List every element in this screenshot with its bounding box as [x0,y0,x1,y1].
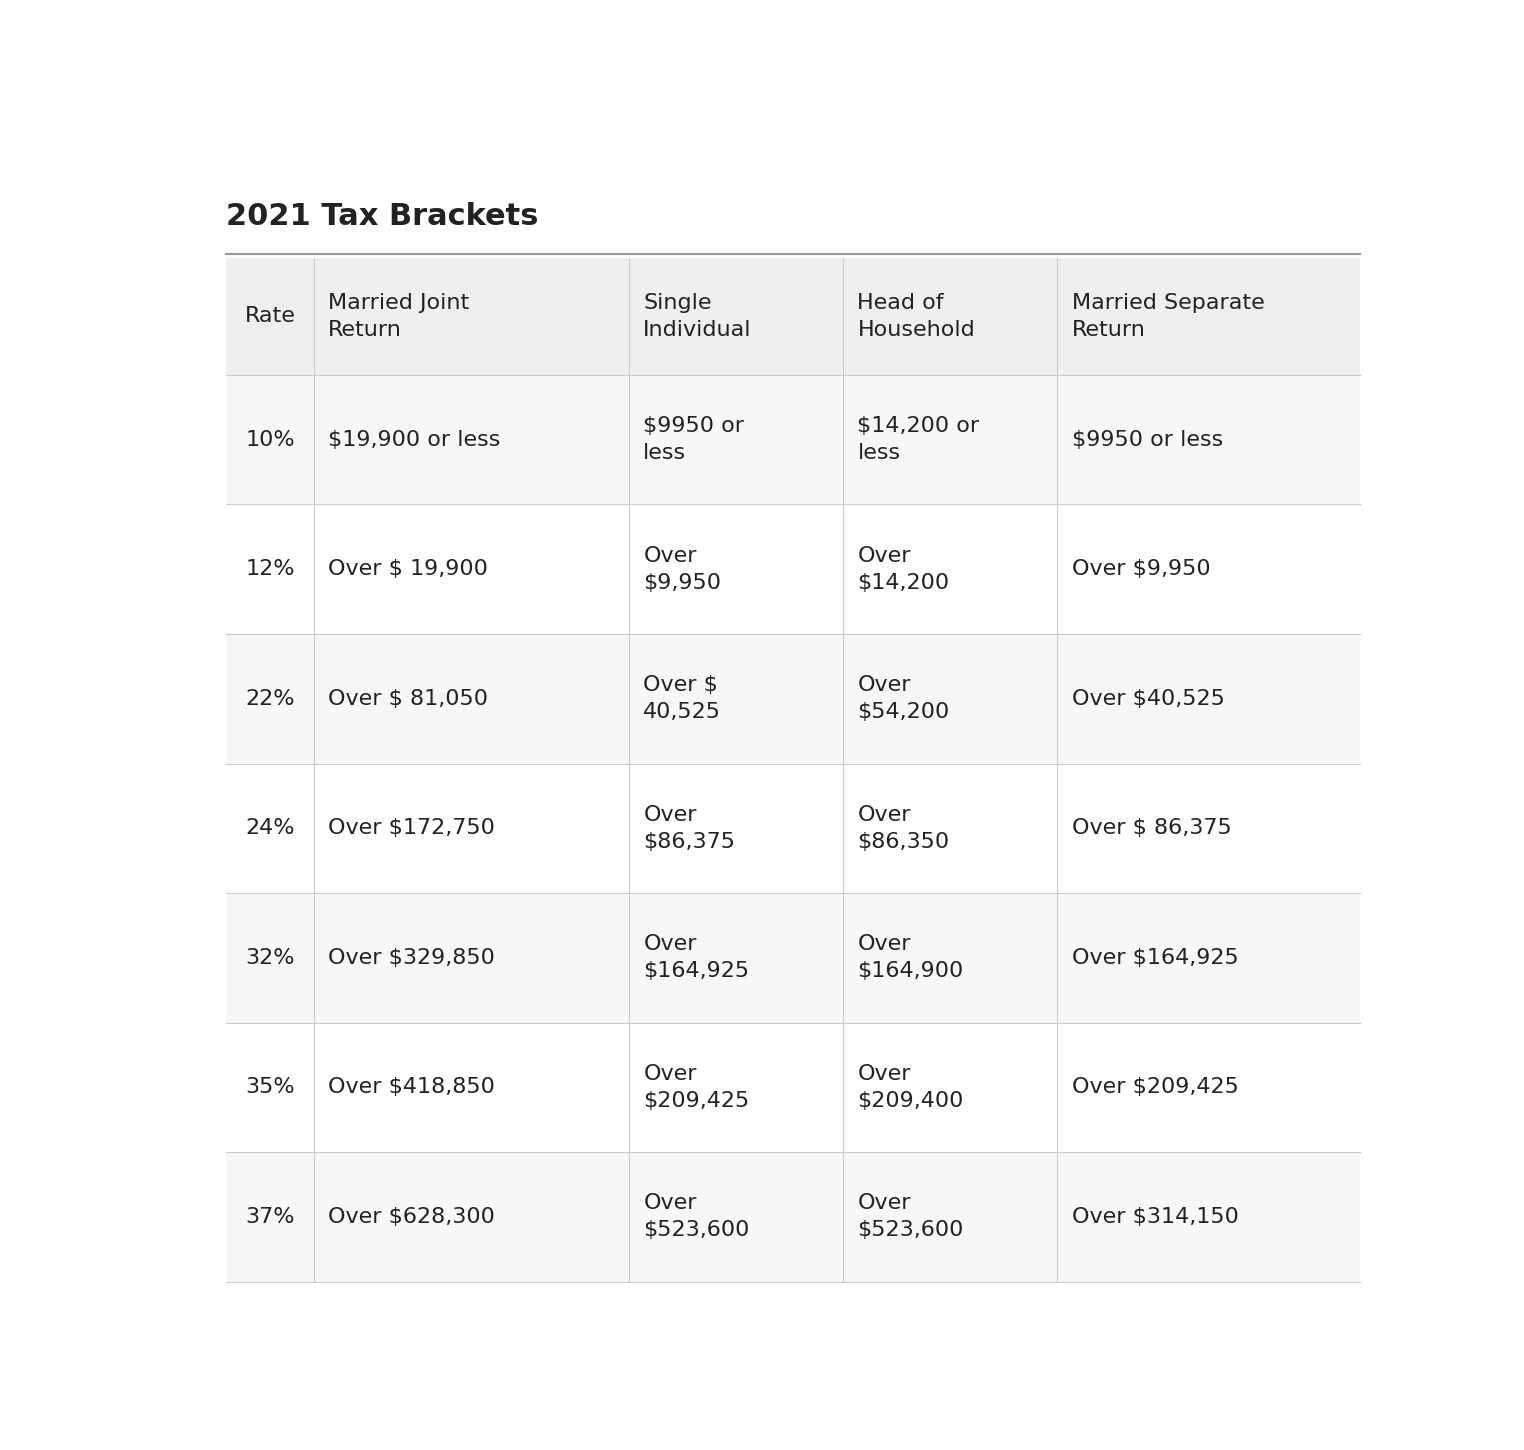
Text: Married Joint
Return: Married Joint Return [328,293,469,339]
Text: Over $ 81,050: Over $ 81,050 [328,689,488,709]
Bar [226,764,1359,893]
Text: 37%: 37% [245,1206,294,1227]
Text: Rate: Rate [244,306,296,326]
Text: 35%: 35% [245,1077,294,1098]
Text: $14,200 or
less: $14,200 or less [858,416,980,464]
Bar [226,634,1359,764]
Text: Over $209,425: Over $209,425 [1071,1077,1239,1098]
Text: 32%: 32% [245,948,294,967]
Text: Over
$523,600: Over $523,600 [858,1193,963,1240]
Text: Over
$86,375: Over $86,375 [643,805,735,851]
Text: Over $
40,525: Over $ 40,525 [643,676,721,722]
Text: Single
Individual: Single Individual [643,293,751,339]
Text: Over $ 19,900: Over $ 19,900 [328,560,488,579]
Text: Over
$209,400: Over $209,400 [858,1064,963,1111]
Text: Over
$164,925: Over $164,925 [643,934,750,982]
Bar [226,893,1359,1022]
Text: Over $314,150: Over $314,150 [1071,1206,1239,1227]
Text: Over
$164,900: Over $164,900 [858,934,963,982]
Text: Over $329,850: Over $329,850 [328,948,495,967]
Text: Over
$523,600: Over $523,600 [643,1193,750,1240]
Text: 12%: 12% [245,560,294,579]
Text: Over
$86,350: Over $86,350 [858,805,949,851]
Text: Over $9,950: Over $9,950 [1071,560,1210,579]
Text: Head of
Household: Head of Household [858,293,975,339]
Text: 2021 Tax Brackets: 2021 Tax Brackets [226,202,538,231]
Text: 10%: 10% [245,429,294,450]
Bar [226,1153,1359,1282]
Text: Over
$209,425: Over $209,425 [643,1064,750,1111]
Text: Married Separate
Return: Married Separate Return [1071,293,1265,339]
Bar [226,505,1359,634]
Text: Over
$9,950: Over $9,950 [643,545,721,593]
Text: Over
$54,200: Over $54,200 [858,676,949,722]
Text: 24%: 24% [245,818,294,838]
Text: Over
$14,200: Over $14,200 [858,545,949,593]
Bar [226,258,1359,376]
Text: Over $164,925: Over $164,925 [1071,948,1239,967]
Bar [226,376,1359,505]
Text: 22%: 22% [245,689,294,709]
Bar [226,1022,1359,1153]
Text: Over $172,750: Over $172,750 [328,818,495,838]
Text: $9950 or less: $9950 or less [1071,429,1222,450]
Text: $19,900 or less: $19,900 or less [328,429,501,450]
Text: $9950 or
less: $9950 or less [643,416,744,464]
Text: Over $628,300: Over $628,300 [328,1206,495,1227]
Text: Over $418,850: Over $418,850 [328,1077,495,1098]
Text: Over $ 86,375: Over $ 86,375 [1071,818,1231,838]
Text: Over $40,525: Over $40,525 [1071,689,1224,709]
